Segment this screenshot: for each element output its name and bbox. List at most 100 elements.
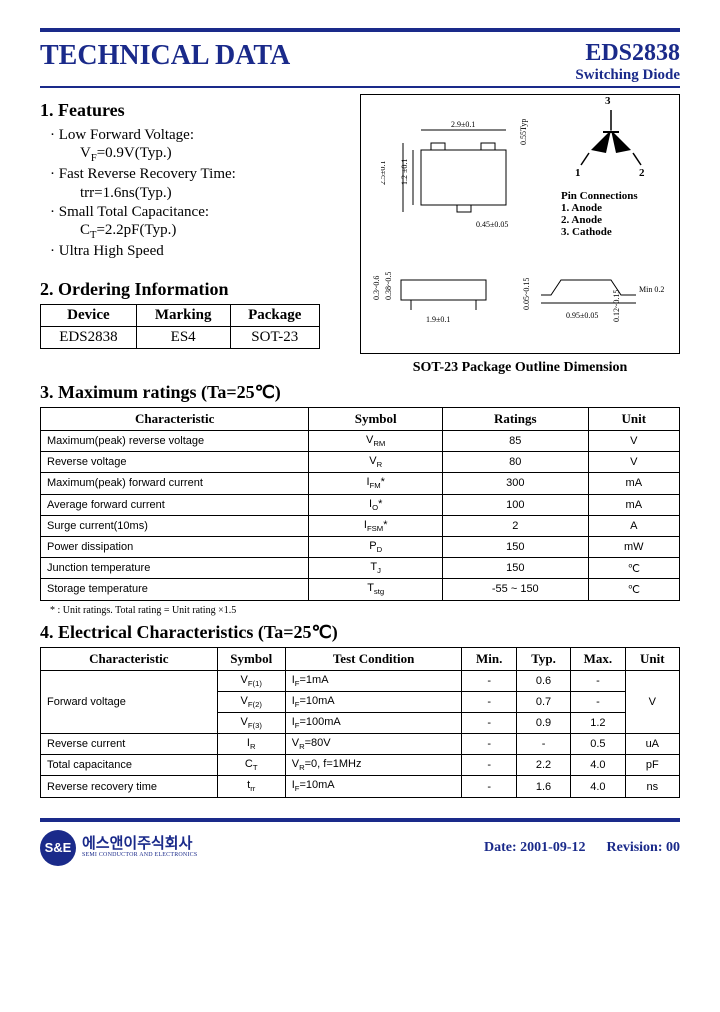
max-cell: VR bbox=[309, 452, 443, 473]
feature-item: · Small Total Capacitance: bbox=[50, 202, 350, 222]
pin-2-label: 2 bbox=[639, 167, 645, 179]
elec-sym: trr bbox=[217, 776, 285, 797]
feature-item: · Low Forward Voltage: bbox=[50, 125, 350, 145]
pin-connections: Pin Connections 1. Anode 2. Anode 3. Cat… bbox=[561, 190, 671, 238]
max-ratings-table: CharacteristicSymbolRatingsUnit Maximum(… bbox=[40, 407, 680, 601]
svg-text:1.2 ±0.1: 1.2 ±0.1 bbox=[400, 159, 409, 185]
feature-sub: trr=1.6ns(Typ.) bbox=[80, 185, 350, 202]
elec-cond: IF=10mA bbox=[285, 776, 462, 797]
features-list: · Low Forward Voltage:VF=0.9V(Typ.)· Fas… bbox=[40, 125, 350, 261]
top-rule bbox=[40, 28, 680, 32]
footer-date: Date: 2001-09-12 bbox=[484, 840, 585, 855]
elec-sym: VF(3) bbox=[217, 712, 285, 733]
max-cell: 85 bbox=[443, 431, 589, 452]
bottom-rule bbox=[40, 818, 680, 822]
max-cell: 100 bbox=[443, 494, 589, 515]
pin-3-label: 3 bbox=[605, 95, 611, 107]
header-underline bbox=[40, 86, 680, 88]
features-heading: 1. Features bbox=[40, 100, 350, 121]
elec-table: CharacteristicSymbolTest ConditionMin.Ty… bbox=[40, 647, 680, 798]
max-cell: Power dissipation bbox=[41, 536, 309, 557]
footer-rev: Revision: 00 bbox=[607, 840, 681, 855]
feature-sub: CT=2.2pF(Typ.) bbox=[80, 222, 350, 241]
max-cell: Maximum(peak) forward current bbox=[41, 473, 309, 494]
max-cell: IFM* bbox=[309, 473, 443, 494]
elec-heading: 4. Electrical Characteristics (Ta=25℃) bbox=[40, 622, 680, 643]
pin-conn-1: 1. Anode bbox=[561, 202, 671, 214]
max-cell: 80 bbox=[443, 452, 589, 473]
elec-sym: CT bbox=[217, 755, 285, 776]
footer-meta: Date: 2001-09-12 Revision: 00 bbox=[484, 840, 680, 856]
ord-cell: EDS2838 bbox=[41, 327, 137, 349]
elec-cond: VR=0, f=1MHz bbox=[285, 755, 462, 776]
elec-col: Symbol bbox=[217, 647, 285, 670]
max-cell: TJ bbox=[309, 558, 443, 579]
elec-typ: 0.9 bbox=[516, 712, 570, 733]
package-diagram: 3 1 2 2.9±0.1 2.5±0.1 1.2 ±0.1 0.45±0.05… bbox=[360, 94, 680, 354]
elec-min: - bbox=[462, 755, 516, 776]
pkg-sideview: 1.9±0.1 0.3~0.6 0.38~0.5 0.95±0.05 Min 0… bbox=[371, 270, 671, 350]
svg-text:0.05~0.15: 0.05~0.15 bbox=[522, 278, 531, 310]
part-number: EDS2838 bbox=[575, 40, 680, 67]
elec-unit: uA bbox=[625, 734, 679, 755]
elec-sym: VF(2) bbox=[217, 691, 285, 712]
elec-char: Total capacitance bbox=[41, 755, 218, 776]
max-cell: A bbox=[588, 515, 679, 536]
svg-text:0.45±0.05: 0.45±0.05 bbox=[476, 220, 508, 229]
logo: S&E 에스앤이주식회사 SEMI CONDUCTOR AND ELECTRON… bbox=[40, 830, 197, 866]
ord-cell: SOT-23 bbox=[230, 327, 319, 349]
svg-text:2.9±0.1: 2.9±0.1 bbox=[451, 120, 475, 129]
elec-typ: 1.6 bbox=[516, 776, 570, 797]
feature-sub: VF=0.9V(Typ.) bbox=[80, 145, 350, 164]
ord-col: Marking bbox=[136, 305, 230, 327]
max-cell: V bbox=[588, 452, 679, 473]
max-cell: ℃ bbox=[588, 558, 679, 579]
pin-conn-3: 3. Cathode bbox=[561, 226, 671, 238]
pkg-topview: 2.9±0.1 2.5±0.1 1.2 ±0.1 0.45±0.05 0.55T… bbox=[381, 115, 551, 255]
elec-min: - bbox=[462, 670, 516, 691]
max-ratings-heading: 3. Maximum ratings (Ta=25℃) bbox=[40, 382, 680, 403]
svg-text:2.5±0.1: 2.5±0.1 bbox=[381, 161, 387, 185]
elec-sym: IR bbox=[217, 734, 285, 755]
svg-text:0.38~0.5: 0.38~0.5 bbox=[384, 272, 393, 300]
max-cell: mW bbox=[588, 536, 679, 557]
elec-cond: IF=1mA bbox=[285, 670, 462, 691]
pin-conn-2: 2. Anode bbox=[561, 214, 671, 226]
max-cell: 150 bbox=[443, 558, 589, 579]
elec-typ: 2.2 bbox=[516, 755, 570, 776]
max-cell: IO* bbox=[309, 494, 443, 515]
elec-sym: VF(1) bbox=[217, 670, 285, 691]
svg-text:0.12~0.15: 0.12~0.15 bbox=[612, 290, 621, 322]
max-col: Ratings bbox=[443, 408, 589, 431]
elec-cond: IF=100mA bbox=[285, 712, 462, 733]
upper-content: 1. Features · Low Forward Voltage:VF=0.9… bbox=[40, 94, 680, 376]
elec-max: - bbox=[571, 691, 625, 712]
elec-max: 1.2 bbox=[571, 712, 625, 733]
ord-col: Package bbox=[230, 305, 319, 327]
part-block: EDS2838 Switching Diode bbox=[575, 40, 680, 84]
elec-col: Typ. bbox=[516, 647, 570, 670]
elec-char: Forward voltage bbox=[41, 670, 218, 734]
max-cell: 300 bbox=[443, 473, 589, 494]
max-col: Symbol bbox=[309, 408, 443, 431]
max-cell: Average forward current bbox=[41, 494, 309, 515]
left-column: 1. Features · Low Forward Voltage:VF=0.9… bbox=[40, 94, 350, 376]
max-cell: mA bbox=[588, 494, 679, 515]
diode-symbol bbox=[561, 105, 661, 175]
max-cell: Maximum(peak) reverse voltage bbox=[41, 431, 309, 452]
elec-col: Unit bbox=[625, 647, 679, 670]
max-cell: -55 ~ 150 bbox=[443, 579, 589, 600]
elec-max: 4.0 bbox=[571, 776, 625, 797]
elec-min: - bbox=[462, 691, 516, 712]
logo-badge: S&E bbox=[40, 830, 76, 866]
max-cell: ℃ bbox=[588, 579, 679, 600]
max-cell: VRM bbox=[309, 431, 443, 452]
max-cell: Surge current(10ms) bbox=[41, 515, 309, 536]
max-cell: Reverse voltage bbox=[41, 452, 309, 473]
pin-1-label: 1 bbox=[575, 167, 581, 179]
right-column: 3 1 2 2.9±0.1 2.5±0.1 1.2 ±0.1 0.45±0.05… bbox=[360, 94, 680, 376]
pin-conn-heading: Pin Connections bbox=[561, 190, 671, 202]
ord-col: Device bbox=[41, 305, 137, 327]
feature-item: · Fast Reverse Recovery Time: bbox=[50, 164, 350, 184]
elec-max: 0.5 bbox=[571, 734, 625, 755]
